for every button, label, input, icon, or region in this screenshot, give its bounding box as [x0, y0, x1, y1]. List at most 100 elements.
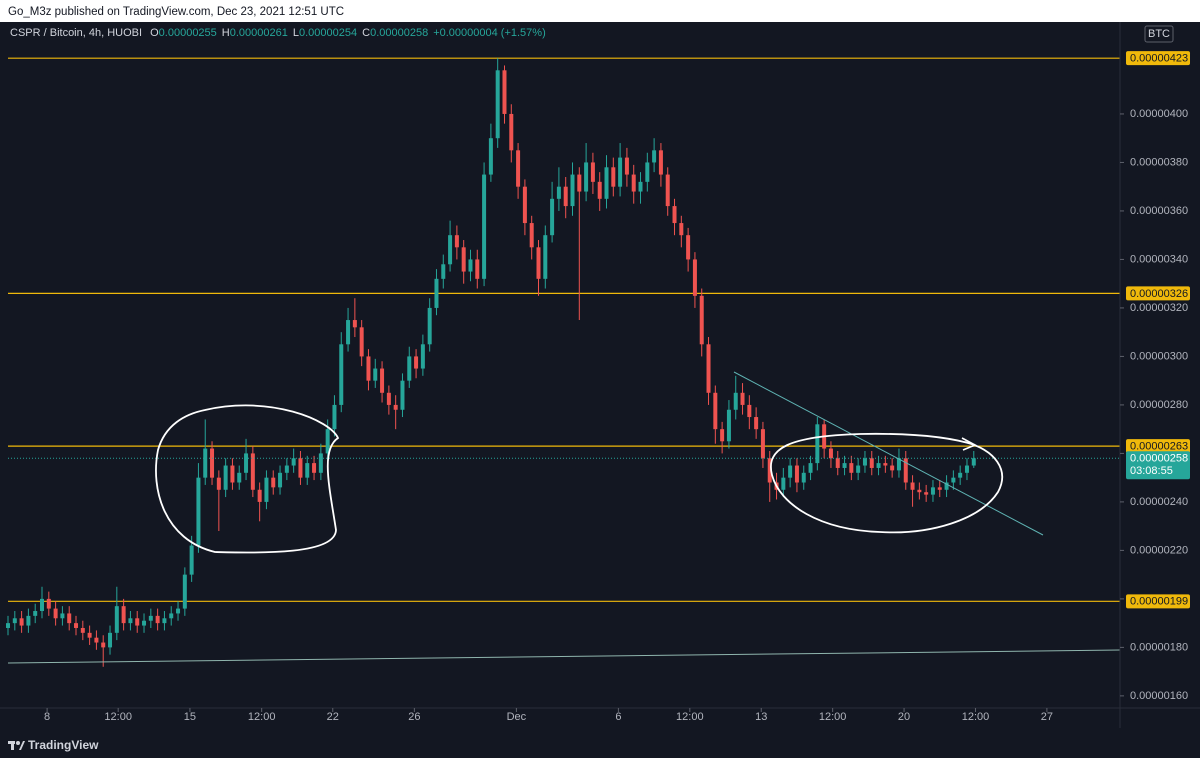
candle-body [611, 167, 616, 187]
candle-body [427, 307, 432, 345]
candle-body [6, 623, 10, 628]
candle-body [19, 618, 24, 626]
level-label: 0.00000199 [1130, 596, 1188, 608]
y-tick-label: 0.00000340 [1130, 253, 1188, 265]
candle-body [87, 632, 92, 638]
legend-value: 0.00000258 [370, 27, 429, 39]
level-label: 0.00000263 [1130, 441, 1188, 453]
candle-body [420, 344, 425, 369]
candle-body [284, 465, 289, 473]
candle-body [114, 606, 119, 633]
candle-body [135, 618, 140, 626]
candle-body [475, 259, 480, 279]
candle-body [794, 465, 799, 483]
candle-body [733, 392, 738, 410]
candle-body [189, 545, 194, 575]
candle-body [516, 150, 521, 187]
candle-body [964, 465, 969, 473]
candle-body [346, 320, 351, 345]
x-tick-label: 26 [408, 711, 420, 723]
candle-body [250, 453, 255, 490]
candle-body [94, 637, 99, 643]
candle-body [482, 174, 487, 279]
currency-box [1144, 25, 1174, 43]
candle-body [883, 463, 888, 466]
candle-body [801, 472, 806, 483]
x-tick-label: 22 [327, 711, 339, 723]
plot-area [6, 57, 1120, 667]
candle-body [747, 404, 752, 418]
candle-body [128, 618, 133, 624]
candle-body [556, 186, 561, 199]
y-tick-label: 0.00000320 [1130, 302, 1188, 314]
candle-body [271, 477, 276, 488]
candle-body [808, 463, 813, 473]
candle-body [162, 618, 167, 624]
candle-body [577, 174, 582, 192]
candle-body [148, 615, 153, 621]
x-tick-label: 12:00 [819, 711, 847, 723]
candle-body [869, 458, 874, 468]
candle-body [339, 344, 344, 405]
header-text: Go_M3z published on TradingView.com, Dec… [8, 6, 344, 18]
level-label: 0.00000326 [1130, 288, 1188, 300]
candle-body [169, 613, 174, 619]
candle-body [570, 174, 575, 207]
legend-value: 0.00000255 [158, 27, 217, 39]
candle-body [257, 489, 262, 502]
candle-body [203, 448, 208, 478]
candle-body [318, 453, 323, 473]
candle-body [543, 235, 548, 279]
candle-body [958, 472, 963, 478]
candle-body [33, 611, 38, 616]
candle-body [842, 463, 847, 468]
candle-body [652, 150, 657, 163]
candle-body [196, 477, 201, 546]
candle-body [522, 186, 527, 224]
candle-body [536, 247, 541, 279]
candle-body [509, 113, 514, 151]
x-tick-label: 12:00 [104, 711, 132, 723]
candle-body [210, 448, 215, 478]
candle-body [312, 463, 317, 473]
level-label-box [1126, 594, 1190, 609]
x-tick-label: Dec [507, 711, 527, 723]
y-tick-label: 0.00000280 [1130, 399, 1188, 411]
x-tick-label: 12:00 [676, 711, 704, 723]
candle-body [67, 613, 72, 624]
candle-body [862, 458, 867, 466]
legend-change: +0.00000004 (+1.57%) [433, 27, 546, 39]
candle-body [692, 259, 697, 296]
candle-body [665, 174, 670, 207]
candle-body [896, 458, 901, 471]
candle-body [488, 138, 493, 175]
candle-body [672, 206, 677, 224]
candle-body [46, 598, 51, 609]
candle-body [699, 295, 704, 345]
candle-body [815, 424, 820, 464]
legend-key: L [292, 27, 299, 39]
footer-brand: TradingView [28, 738, 99, 752]
candle-body [828, 448, 833, 459]
candle-body [917, 489, 922, 493]
candle-body [876, 463, 881, 468]
candle-body [618, 157, 623, 187]
y-tick-label: 0.00000300 [1130, 350, 1188, 362]
x-tick-label: 12:00 [962, 711, 990, 723]
candle-body [230, 465, 235, 483]
legend-value: 0.00000254 [299, 27, 358, 39]
candle-body [740, 392, 745, 405]
candle-body [298, 458, 303, 478]
candle-body [856, 465, 861, 473]
candle-body [849, 463, 854, 473]
candle-body [590, 162, 595, 182]
candle-body [686, 235, 691, 260]
arrow-head [961, 437, 977, 451]
candle-body [468, 259, 473, 272]
level-label: 0.00000423 [1130, 53, 1188, 65]
candle-body [924, 492, 929, 495]
candle-body [760, 429, 765, 459]
candle-body [237, 472, 242, 483]
